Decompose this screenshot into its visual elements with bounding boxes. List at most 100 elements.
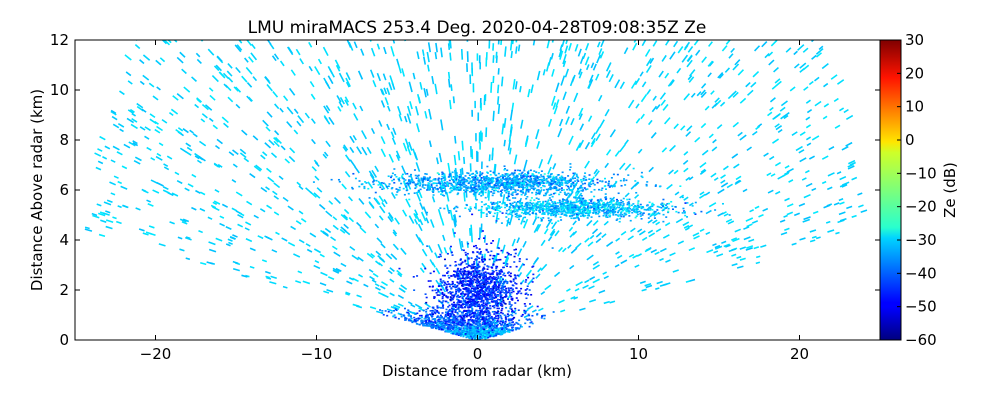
reflectivity-cell <box>420 314 423 317</box>
reflectivity-cell <box>509 329 512 332</box>
reflectivity-dash <box>803 193 811 199</box>
reflectivity-cell <box>471 295 474 298</box>
reflectivity-dash <box>271 249 278 253</box>
reflectivity-cell <box>448 329 451 332</box>
reflectivity-dash <box>701 83 707 89</box>
reflectivity-cell <box>473 261 476 263</box>
reflectivity-cell <box>531 281 534 283</box>
reflectivity-dash <box>94 152 102 157</box>
reflectivity-dash <box>425 88 429 96</box>
reflectivity-dash <box>595 133 601 142</box>
reflectivity-cell <box>473 334 476 336</box>
reflectivity-dash <box>500 40 503 46</box>
reflectivity-cell <box>504 321 507 323</box>
reflectivity-cell <box>424 267 427 270</box>
reflectivity-cell <box>439 318 442 321</box>
reflectivity-dash <box>236 44 243 51</box>
reflectivity-dash <box>654 251 660 256</box>
reflectivity-cell <box>460 262 463 265</box>
reflectivity-cell <box>502 274 505 276</box>
reflectivity-dash <box>375 260 381 266</box>
reflectivity-dash <box>295 0 299 5</box>
reflectivity-cell <box>435 324 438 327</box>
reflectivity-dash <box>374 165 380 173</box>
reflectivity-dash <box>293 129 299 135</box>
reflectivity-cell <box>489 314 492 316</box>
reflectivity-dash <box>767 111 773 117</box>
reflectivity-dash <box>665 259 671 263</box>
reflectivity-cell <box>489 291 492 294</box>
reflectivity-dash <box>851 176 858 181</box>
reflectivity-dash <box>705 209 712 215</box>
reflectivity-cell <box>552 311 555 313</box>
reflectivity-dash <box>99 135 106 141</box>
reflectivity-cell <box>477 300 480 303</box>
reflectivity-dash <box>584 237 590 243</box>
reflectivity-cell <box>525 297 528 300</box>
reflectivity-cell <box>512 278 515 281</box>
reflectivity-cell <box>440 328 443 331</box>
reflectivity-dash <box>368 170 375 179</box>
reflectivity-dash <box>448 0 449 6</box>
reflectivity-dash <box>162 189 170 194</box>
reflectivity-cell <box>471 334 474 336</box>
reflectivity-cell <box>442 307 445 309</box>
reflectivity-cell <box>485 324 488 327</box>
reflectivity-cell <box>459 318 462 320</box>
reflectivity-cell <box>456 319 459 321</box>
reflectivity-cell <box>462 272 465 275</box>
reflectivity-cell <box>504 324 507 326</box>
reflectivity-dash <box>828 146 835 151</box>
reflectivity-dash <box>723 213 729 217</box>
reflectivity-cell <box>478 329 481 332</box>
reflectivity-cell <box>478 290 481 293</box>
reflectivity-cell <box>494 311 497 313</box>
reflectivity-dash <box>664 4 668 10</box>
reflectivity-cell <box>507 314 510 317</box>
reflectivity-dash <box>249 265 255 269</box>
reflectivity-cell <box>473 327 476 329</box>
reflectivity-dash <box>602 271 608 275</box>
reflectivity-dash <box>592 260 599 266</box>
reflectivity-dash <box>357 256 364 262</box>
reflectivity-dash <box>451 228 456 238</box>
reflectivity-cell <box>442 300 445 302</box>
reflectivity-dash <box>208 248 217 253</box>
reflectivity-dash <box>515 40 518 43</box>
reflectivity-cell <box>513 249 516 251</box>
reflectivity-cell <box>442 304 445 306</box>
reflectivity-dash <box>344 99 349 106</box>
reflectivity-cell <box>454 292 457 295</box>
reflectivity-dash <box>437 299 444 306</box>
reflectivity-cell <box>470 320 473 322</box>
reflectivity-dash <box>148 82 155 88</box>
reflectivity-dash <box>763 152 769 157</box>
reflectivity-cell <box>488 290 491 293</box>
reflectivity-dash <box>592 278 600 284</box>
reflectivity-cell <box>514 282 517 284</box>
reflectivity-cell <box>487 333 490 336</box>
reflectivity-dash <box>838 211 846 216</box>
reflectivity-dash <box>669 51 676 60</box>
reflectivity-dash <box>807 7 812 12</box>
reflectivity-dash <box>712 243 717 247</box>
reflectivity-cell <box>481 317 484 319</box>
reflectivity-dash <box>146 199 151 203</box>
reflectivity-dash <box>354 166 360 174</box>
reflectivity-cell <box>493 306 496 309</box>
reflectivity-cell <box>483 331 486 334</box>
reflectivity-dash <box>658 70 664 78</box>
reflectivity-cell <box>403 307 406 310</box>
reflectivity-cell <box>436 316 439 319</box>
reflectivity-cell <box>460 324 463 327</box>
reflectivity-dash <box>779 106 786 112</box>
reflectivity-cell <box>476 334 479 336</box>
reflectivity-cell <box>471 277 474 279</box>
reflectivity-cell <box>499 327 502 329</box>
reflectivity-cell <box>501 323 504 325</box>
reflectivity-dash <box>212 124 218 130</box>
reflectivity-cell <box>504 274 507 277</box>
reflectivity-cell <box>485 317 488 319</box>
reflectivity-dash <box>449 209 454 221</box>
reflectivity-cell <box>503 326 506 329</box>
